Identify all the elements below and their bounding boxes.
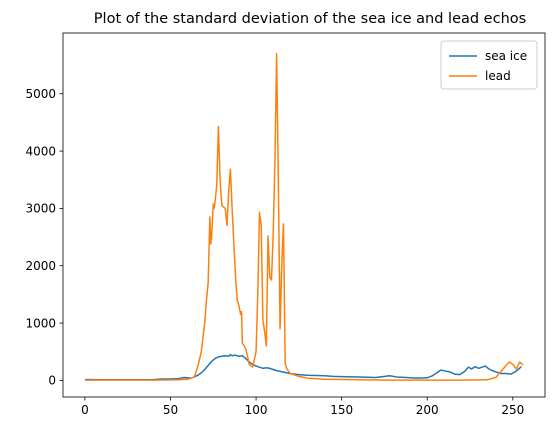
x-tick-label: 150 (330, 403, 353, 417)
x-tick-label: 200 (416, 403, 439, 417)
axes: 0 50 100 150 200 250 0 1000 2000 3000 4000 5000 (25, 32, 546, 417)
y-tick-label: 5000 (25, 87, 56, 101)
y-tick-label: 3000 (25, 202, 56, 216)
y-tick-label: 4000 (25, 144, 56, 158)
chart-title: Plot of the standard deviation of the se… (94, 11, 526, 27)
y-tick-label: 1000 (25, 316, 56, 330)
y-tick-label: 2000 (25, 259, 56, 273)
legend: sea ice lead (440, 40, 538, 90)
x-tick-label: 100 (245, 403, 268, 417)
series-line-sea-ice (84, 353, 522, 381)
legend-label: sea ice (485, 49, 527, 63)
x-tick-label: 250 (501, 403, 524, 417)
legend-label: lead (485, 69, 511, 83)
x-tick-label: 0 (81, 403, 89, 417)
legend-box (440, 40, 538, 90)
plot-area (84, 52, 524, 381)
series-line-lead (84, 52, 524, 381)
y-tick-label: 0 (48, 374, 56, 388)
x-tick-label: 50 (163, 403, 178, 417)
plot-frame (62, 32, 546, 398)
